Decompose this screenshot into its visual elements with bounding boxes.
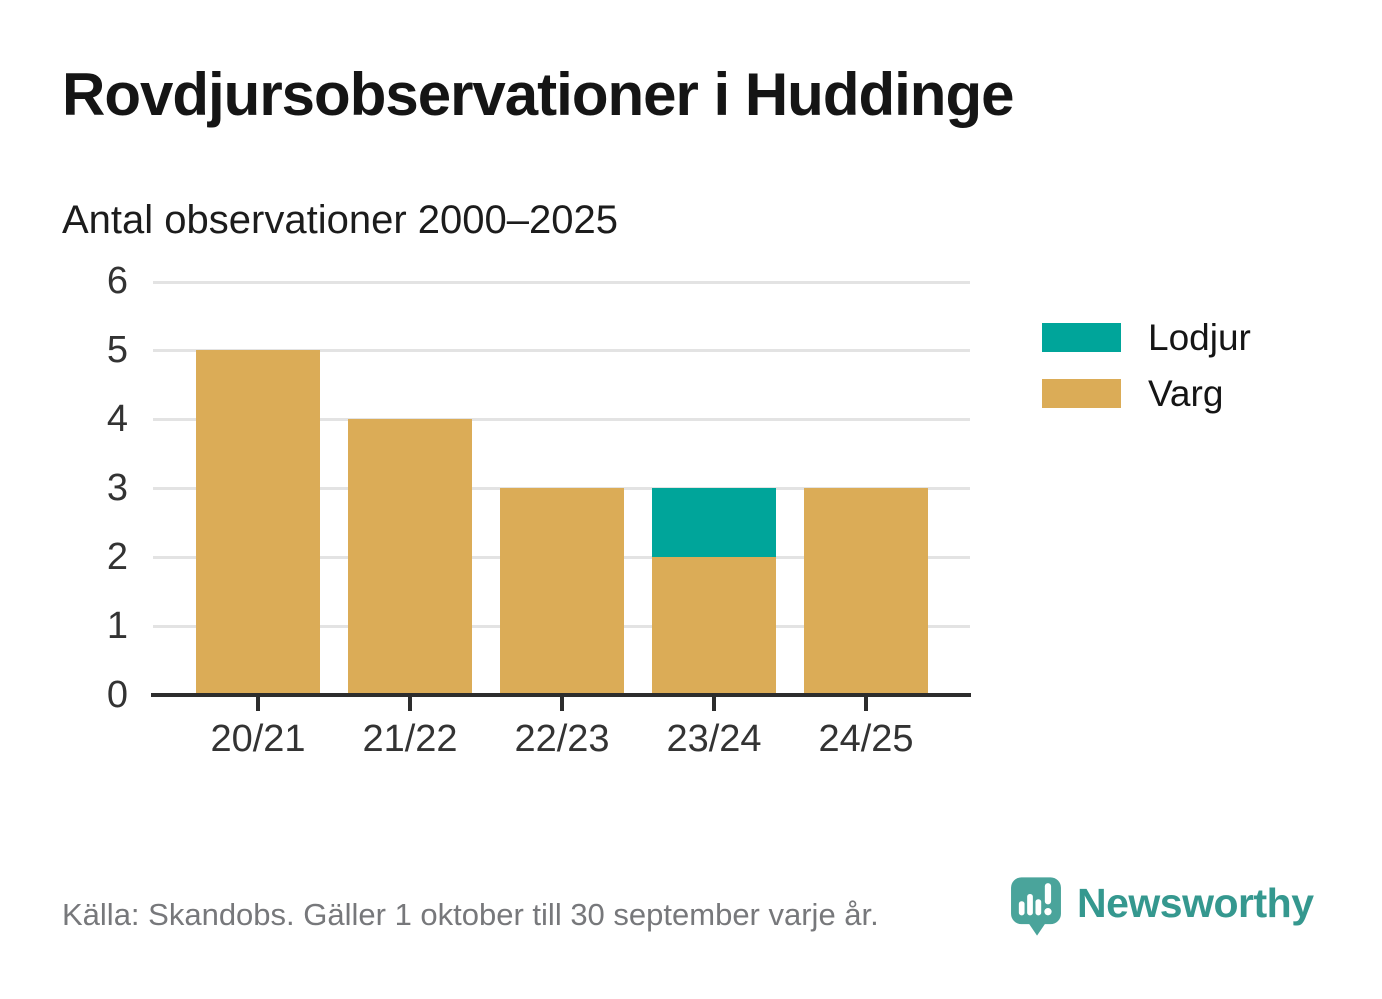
bar-23-24-varg	[652, 557, 776, 695]
x-axis-label-20-21: 20/21	[210, 718, 306, 760]
x-axis-tick-21-22	[408, 697, 412, 711]
gridline-y4	[153, 417, 970, 421]
gridline-y5	[153, 348, 970, 352]
y-axis-label-4: 4	[106, 398, 128, 440]
x-axis-tick-24-25	[864, 697, 868, 711]
bar-23-24-lodjur	[652, 488, 776, 557]
legend-item-lodjur: Lodjur	[1042, 317, 1251, 358]
plot-area	[145, 281, 970, 695]
x-axis-label-24-25: 24/25	[818, 718, 914, 760]
x-axis-tick-22-23	[560, 697, 564, 711]
x-axis-label-21-22: 21/22	[362, 718, 458, 760]
x-axis-tick-20-21	[256, 697, 260, 711]
y-axis-label-5: 5	[106, 329, 128, 371]
legend-swatch-lodjur	[1042, 323, 1121, 352]
bar-22-23-varg	[500, 488, 624, 695]
x-axis-label-23-24: 23/24	[666, 718, 762, 760]
y-axis-label-6: 6	[106, 260, 128, 302]
x-axis-tick-23-24	[712, 697, 716, 711]
y-axis-label-0: 0	[106, 674, 128, 716]
brand-name: Newsworthy	[1077, 880, 1314, 926]
bar-21-22-varg	[348, 419, 472, 695]
legend-label-lodjur: Lodjur	[1148, 316, 1251, 358]
gridline-y6	[153, 281, 970, 284]
chart-title: Rovdjursobservationer i Huddinge	[62, 61, 1014, 128]
legend-swatch-varg	[1042, 379, 1121, 408]
bar-24-25-varg	[804, 488, 928, 695]
bar-20-21-varg	[196, 350, 320, 695]
x-axis-line	[151, 693, 971, 697]
legend: Lodjur Varg	[1042, 317, 1251, 414]
x-axis-label-22-23: 22/23	[514, 718, 610, 760]
legend-label-varg: Varg	[1148, 372, 1224, 414]
legend-item-varg: Varg	[1042, 373, 1251, 414]
newsworthy-logo-icon	[1010, 876, 1062, 938]
chart-subtitle: Antal observationer 2000–2025	[62, 198, 618, 242]
y-axis-label-1: 1	[106, 605, 128, 647]
y-axis-label-2: 2	[106, 536, 128, 578]
source-note: Källa: Skandobs. Gäller 1 oktober till 3…	[62, 897, 879, 932]
y-axis-label-3: 3	[106, 467, 128, 509]
